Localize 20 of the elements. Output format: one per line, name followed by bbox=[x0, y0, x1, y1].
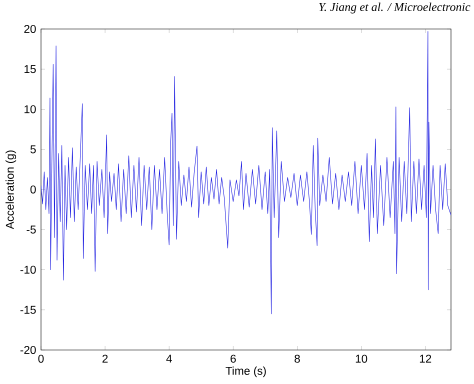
x-tick-label: 10 bbox=[356, 354, 368, 363]
x-tick-label: 8 bbox=[294, 354, 300, 363]
y-tick-label: -20 bbox=[20, 346, 36, 354]
x-axis-title: Time (s) bbox=[226, 366, 266, 378]
y-tick-label: -5 bbox=[26, 226, 36, 234]
x-tick-label: 12 bbox=[420, 354, 432, 363]
y-axis-title: Acceleration (g) bbox=[6, 150, 16, 230]
y-tick-label: -10 bbox=[20, 266, 36, 274]
y-tick-label: 15 bbox=[24, 65, 36, 74]
x-tick-label: 6 bbox=[230, 354, 236, 363]
line-series bbox=[41, 31, 451, 314]
y-tick-label: 20 bbox=[24, 24, 36, 33]
y-tick-label: 0 bbox=[30, 185, 36, 194]
x-tick-label: 0 bbox=[38, 354, 44, 363]
y-tick-label: 5 bbox=[30, 145, 36, 154]
text: Y. Jiang et al. / Microelectronic bbox=[319, 2, 470, 14]
x-tick-label: 4 bbox=[166, 354, 172, 362]
x-tick-label: 2 bbox=[102, 354, 108, 363]
y-tick-label: 10 bbox=[24, 105, 36, 114]
y-tick-label: -15 bbox=[20, 306, 36, 314]
